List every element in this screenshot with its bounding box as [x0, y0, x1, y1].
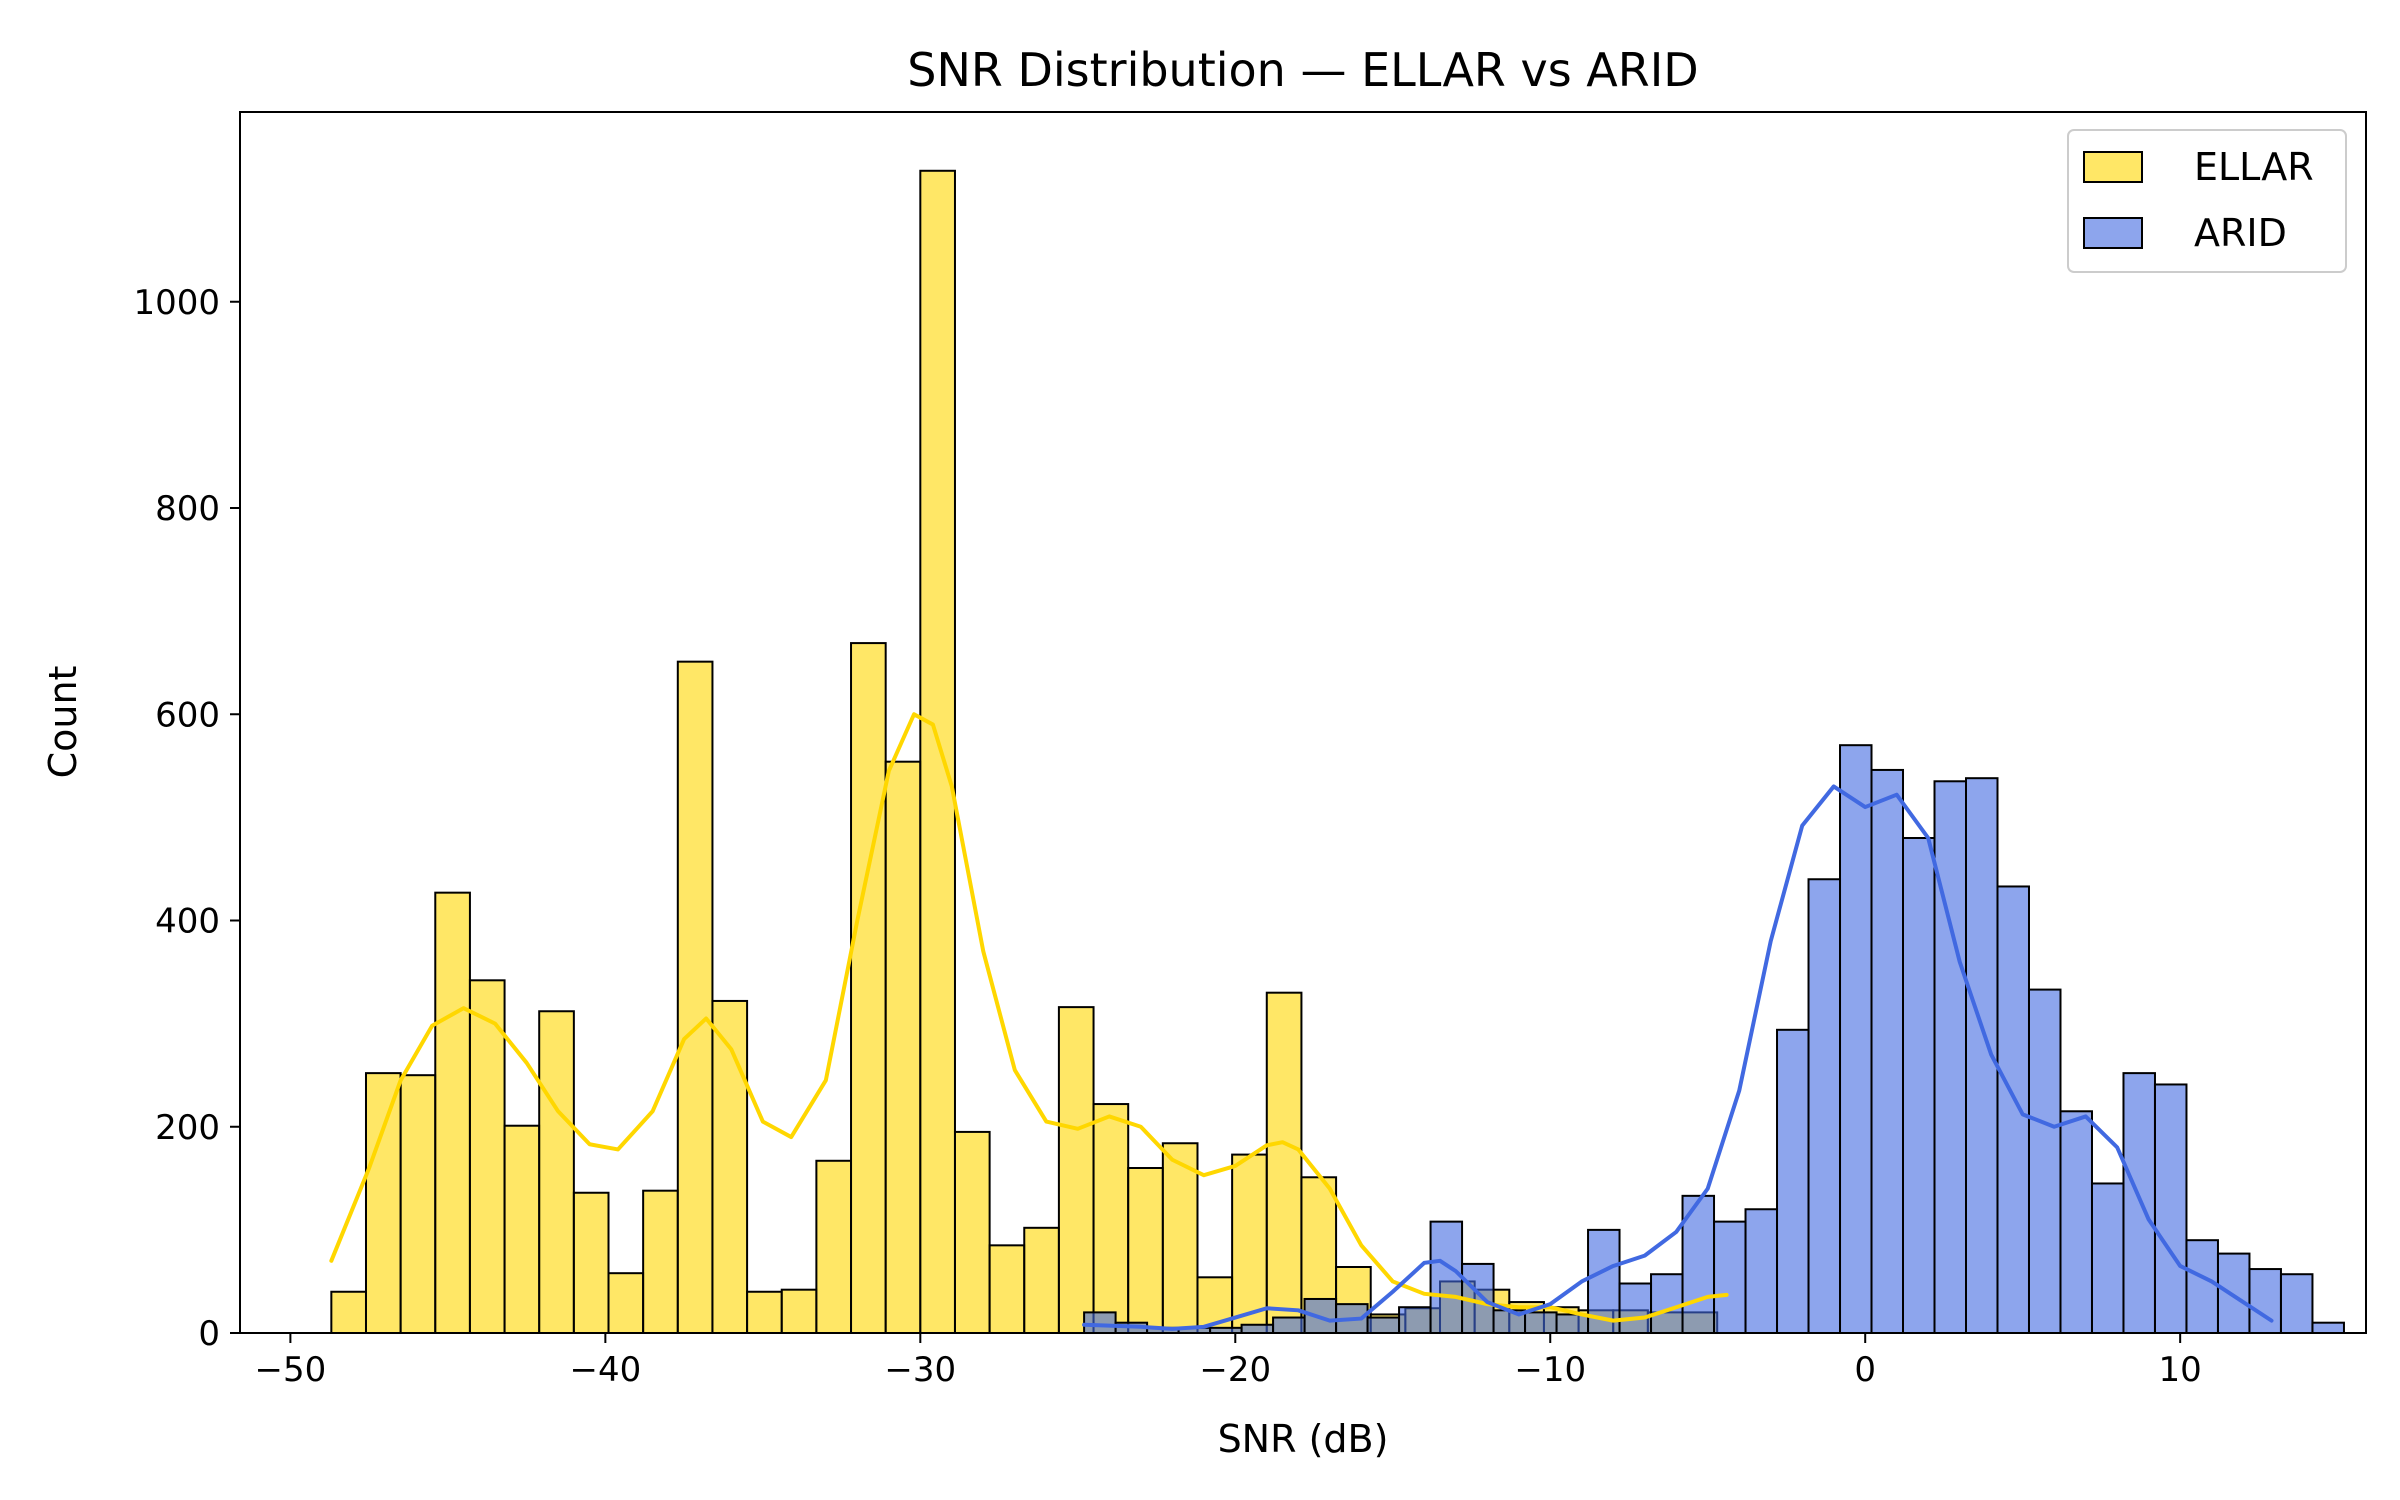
y-tick-label: 800 [155, 489, 220, 529]
legend-swatch-arid [2083, 217, 2143, 249]
x-tick-label: −40 [569, 1350, 641, 1390]
ellar-bar [364, 1072, 402, 1335]
arid-bar [1618, 1282, 1653, 1334]
arid-bar [1524, 1311, 1558, 1335]
arid-bar [1272, 1316, 1306, 1335]
y-axis-label: Count [41, 666, 85, 779]
arid-bar [2122, 1072, 2156, 1335]
arid-bar [1429, 1220, 1464, 1335]
ellar-bar [538, 1010, 575, 1334]
arid-bar [1744, 1208, 1779, 1334]
legend-label-arid: ARID [2194, 211, 2287, 255]
arid-bar [1650, 1273, 1684, 1334]
arid-bar [1555, 1313, 1590, 1334]
arid-bar [1240, 1323, 1275, 1334]
ellar-bar [746, 1290, 783, 1334]
arid-bar [2090, 1182, 2125, 1334]
kde-layer [329, 712, 2274, 1331]
ellar-bar [1057, 1006, 1095, 1335]
x-tick-label: −20 [1199, 1350, 1271, 1390]
y-tick-label: 0 [198, 1314, 220, 1354]
arid-kde-line [1082, 784, 2274, 1331]
ellar-bar [919, 169, 956, 1334]
x-tick-label: −30 [884, 1350, 956, 1390]
arid-bar [1996, 885, 2030, 1334]
ellar-bar [1231, 1153, 1268, 1334]
ellar-bar [953, 1130, 991, 1335]
arid-bar [1776, 1028, 1810, 1335]
ellar-bar [884, 760, 922, 1334]
arid-bar [1366, 1316, 1401, 1335]
legend-swatch-ellar [2083, 151, 2143, 183]
ellar-bar [1023, 1226, 1060, 1335]
arid-bar [1807, 878, 1842, 1334]
plot-frame [239, 111, 2367, 1334]
ellar-bar [503, 1124, 541, 1334]
arid-bar [2059, 1110, 2093, 1335]
arid-bar [2185, 1239, 2219, 1334]
bars-layer [330, 169, 2345, 1335]
x-tick-label: 10 [2159, 1350, 2202, 1390]
ellar-bar [607, 1272, 645, 1334]
ellar-bar [676, 660, 714, 1334]
arid-bar [2153, 1083, 2188, 1334]
ellar-bar [780, 1288, 818, 1334]
arid-bar [2248, 1268, 2282, 1335]
arid-bar [1083, 1311, 1117, 1335]
legend-label-ellar: ELLAR [2194, 145, 2314, 189]
chart-title: SNR Distribution — ELLAR vs ARID [907, 43, 1698, 97]
ellar-bar [434, 891, 471, 1334]
arid-bar [1839, 744, 1873, 1334]
ellar-bar [399, 1074, 437, 1334]
y-tick-label: 600 [155, 695, 220, 735]
arid-bar [1713, 1220, 1747, 1335]
ellar-bar [642, 1189, 679, 1334]
arid-bar [2027, 988, 2062, 1335]
legend: ELLAR ARID [2067, 129, 2347, 273]
y-tick-label: 400 [155, 902, 220, 942]
arid-bar [2216, 1252, 2251, 1334]
arid-bar [1933, 780, 1967, 1334]
y-tick-label: 200 [155, 1108, 220, 1148]
arid-bar [1870, 768, 1905, 1334]
arid-bar [1398, 1306, 1432, 1334]
ellar-bar [1127, 1167, 1164, 1334]
x-tick-label: 0 [1854, 1350, 1876, 1390]
y-tick-label: 1000 [133, 283, 220, 323]
ellar-bar [711, 999, 749, 1334]
arid-bar [2279, 1273, 2314, 1334]
ellar-bar [850, 642, 887, 1334]
ellar-bar [1265, 991, 1303, 1334]
ellar-bar [1161, 1142, 1199, 1334]
x-tick-label: −50 [255, 1350, 327, 1390]
arid-bar [2311, 1321, 2345, 1334]
ellar-bar [1092, 1103, 1130, 1335]
x-tick-label: −10 [1514, 1350, 1586, 1390]
ellar-bar [988, 1244, 1026, 1334]
ellar-bar [815, 1159, 853, 1335]
arid-bar [1902, 837, 1936, 1334]
ellar-bar [572, 1191, 610, 1334]
x-axis-label: SNR (dB) [1218, 1417, 1389, 1461]
ellar-bar [330, 1290, 367, 1334]
ellar-bar [468, 979, 506, 1334]
